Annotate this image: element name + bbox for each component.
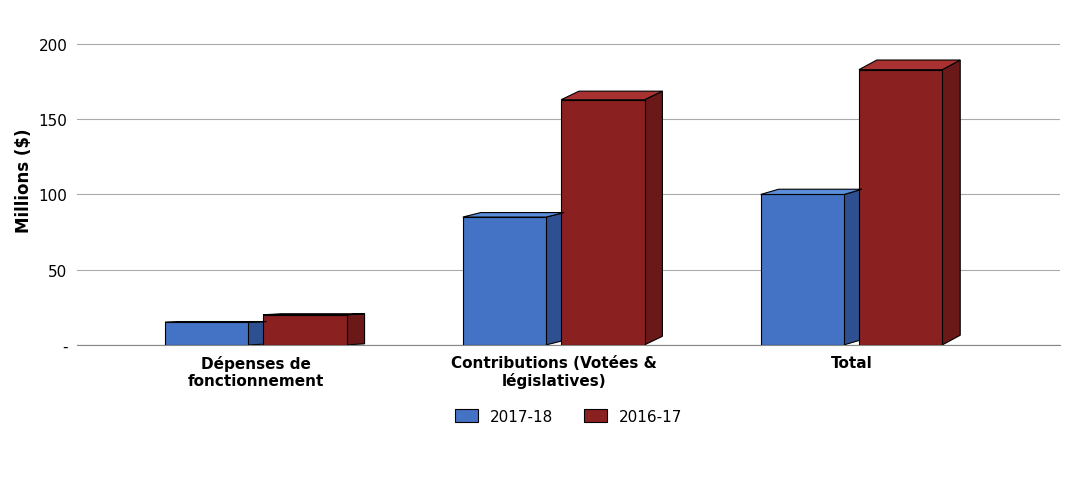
Polygon shape (463, 213, 564, 217)
Polygon shape (546, 213, 564, 345)
Polygon shape (645, 92, 662, 345)
Polygon shape (761, 195, 844, 345)
Polygon shape (859, 71, 943, 345)
Polygon shape (166, 323, 248, 345)
Y-axis label: Millions ($): Millions ($) (15, 128, 33, 232)
Polygon shape (943, 61, 960, 345)
Polygon shape (859, 61, 960, 71)
Polygon shape (166, 322, 267, 323)
Polygon shape (561, 92, 662, 100)
Polygon shape (263, 315, 347, 345)
Polygon shape (347, 314, 364, 345)
Polygon shape (561, 100, 645, 345)
Polygon shape (263, 314, 364, 315)
Legend: 2017-18, 2016-17: 2017-18, 2016-17 (448, 403, 688, 430)
Polygon shape (248, 322, 267, 345)
Polygon shape (761, 190, 862, 195)
Polygon shape (463, 217, 546, 345)
Polygon shape (844, 190, 862, 345)
